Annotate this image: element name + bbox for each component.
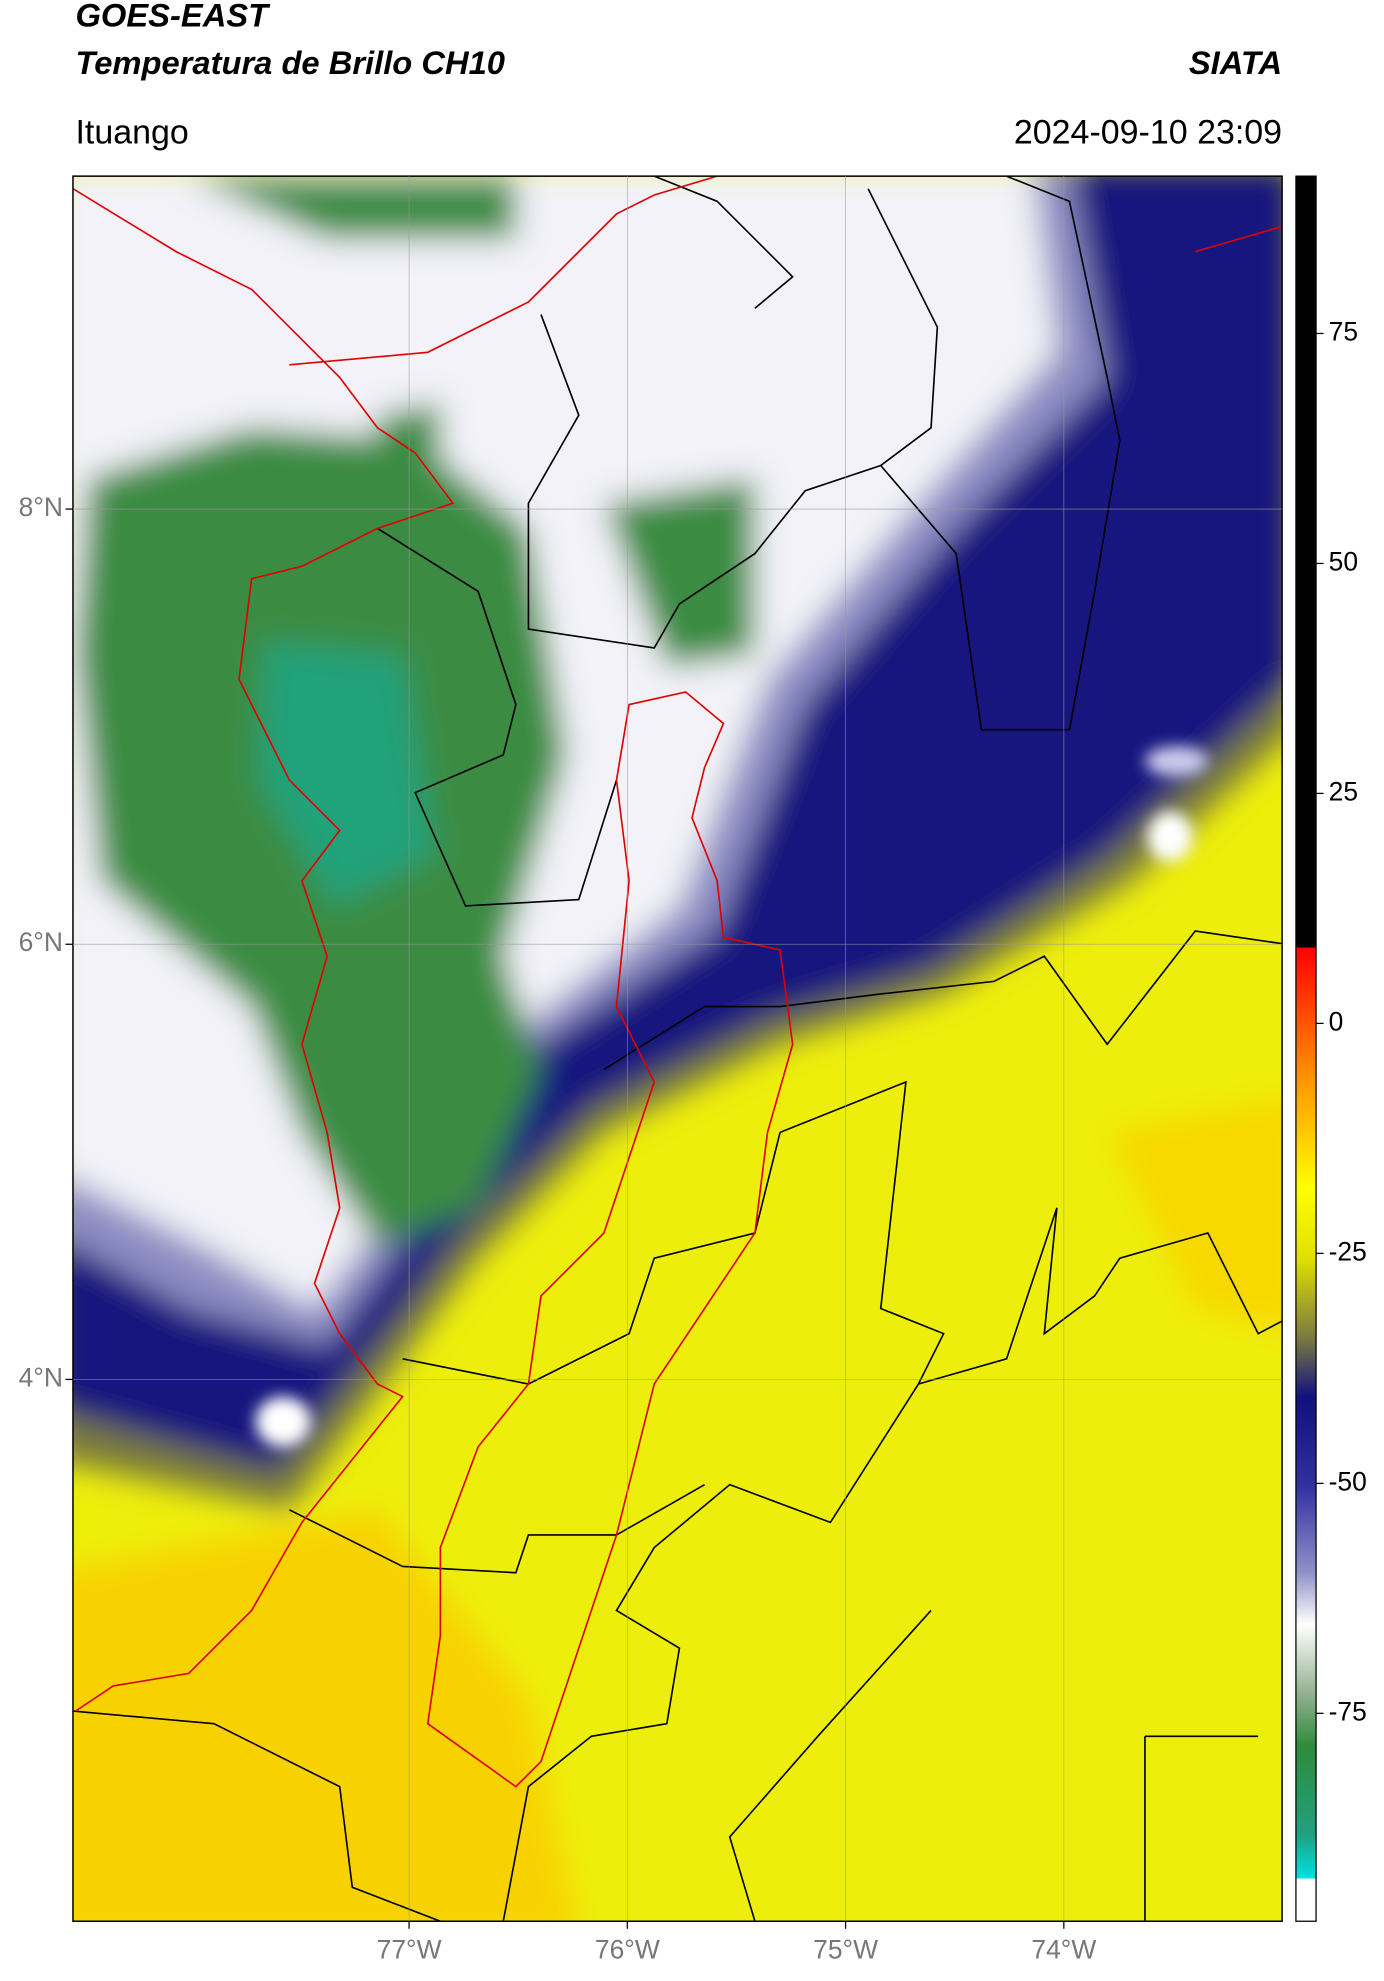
colorbar-tick-label: 0	[1329, 1006, 1344, 1036]
colorbar-tick-label: 25	[1329, 776, 1358, 806]
subtitle: Temperatura de Brillo CH10	[75, 44, 505, 81]
lon-tick-label: 76°W	[595, 1934, 660, 1964]
warm-region	[72, 1509, 576, 1922]
colorbar-tick-label: 75	[1329, 316, 1358, 346]
lon-tick-label: 77°W	[377, 1934, 442, 1964]
cloud-cell	[1144, 746, 1208, 777]
colorbar	[1295, 175, 1317, 1922]
lat-tick-label: 6°N	[19, 927, 63, 957]
borders	[72, 176, 1283, 1922]
colorbar-tick-label: -75	[1329, 1696, 1367, 1726]
location: Ituango	[75, 114, 188, 152]
cloud-cell	[255, 1396, 311, 1447]
lon-tick-label: 75°W	[813, 1934, 878, 1964]
warm-region	[1107, 1097, 1283, 1331]
map-frame	[72, 175, 1283, 1922]
map-image	[72, 176, 1283, 1922]
colorbar-tick-label: -50	[1329, 1466, 1367, 1496]
agency: SIATA	[1189, 44, 1282, 81]
lat-tick-label: 8°N	[19, 492, 63, 522]
coastline	[72, 176, 1283, 1788]
datetime: 2024-09-10 23:09	[1014, 114, 1282, 152]
lon-tick-label: 74°W	[1031, 1934, 1096, 1964]
coldest-cloud	[257, 641, 435, 906]
cloud-cell	[1147, 811, 1193, 862]
title: GOES-EAST	[75, 0, 271, 33]
lat-tick-label: 4°N	[19, 1362, 63, 1392]
very-cold-cloud	[603, 478, 755, 667]
very-cold-cloud	[188, 176, 516, 240]
colorbar-tick-label: 50	[1329, 546, 1358, 576]
colorbar-tick-label: -25	[1329, 1236, 1367, 1266]
